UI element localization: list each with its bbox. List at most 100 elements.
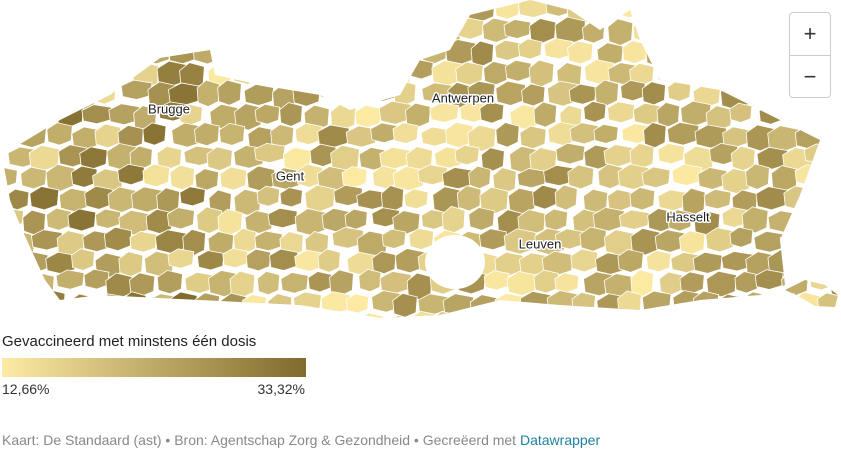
- municipality: [705, 227, 735, 253]
- municipality: [480, 147, 505, 172]
- municipality: [456, 311, 484, 318]
- municipality: [721, 0, 750, 28]
- municipality: [21, 290, 45, 316]
- municipality: [792, 291, 821, 318]
- municipality: [517, 0, 549, 18]
- municipality: [707, 63, 732, 89]
- municipality: [508, 314, 536, 318]
- municipality: [31, 102, 61, 124]
- municipality: [2, 293, 18, 316]
- municipality: [818, 121, 838, 143]
- municipality: [379, 270, 412, 294]
- zoom-out[interactable]: −: [790, 55, 830, 98]
- municipality: [808, 312, 838, 318]
- municipality: [217, 79, 242, 106]
- municipality: [156, 269, 183, 295]
- municipality: [358, 268, 382, 293]
- municipality: [533, 101, 558, 128]
- municipality: [293, 291, 322, 313]
- municipality: [283, 20, 309, 45]
- municipality: [468, 165, 492, 190]
- municipality: [2, 125, 22, 147]
- municipality: [304, 184, 336, 213]
- municipality: [607, 18, 634, 46]
- municipality: [357, 18, 381, 40]
- municipality: [307, 271, 333, 293]
- municipality: [729, 226, 754, 248]
- municipality: [120, 0, 146, 25]
- municipality: [194, 168, 219, 191]
- municipality: [17, 0, 46, 24]
- municipality: [583, 100, 607, 123]
- municipality: [454, 144, 480, 166]
- municipality: [507, 187, 537, 214]
- municipality: [17, 124, 47, 148]
- municipality: [94, 208, 122, 229]
- municipality: [31, 272, 55, 296]
- municipality: [292, 82, 321, 107]
- municipality: [233, 310, 264, 318]
- municipality: [270, 124, 295, 148]
- municipality: [232, 60, 264, 85]
- municipality: [829, 62, 838, 83]
- municipality: [293, 0, 325, 28]
- municipality: [359, 312, 384, 318]
- municipality: [784, 102, 817, 123]
- municipality: [254, 60, 284, 86]
- municipality: [618, 209, 650, 230]
- municipality: [807, 103, 838, 126]
- zoom-in[interactable]: +: [803, 21, 817, 46]
- legend-min: 12,66%: [2, 381, 50, 397]
- municipality: [734, 271, 759, 294]
- municipality: [129, 230, 158, 253]
- municipality: [582, 21, 606, 44]
- municipality: [832, 314, 838, 318]
- municipality: [632, 20, 656, 42]
- municipality: [95, 293, 127, 316]
- municipality: [656, 313, 683, 318]
- municipality: [72, 41, 104, 65]
- municipality: [731, 19, 764, 45]
- municipality: [45, 207, 72, 231]
- municipality: [593, 123, 619, 144]
- municipality: [219, 166, 248, 191]
- municipality: [503, 228, 537, 255]
- municipality: [554, 272, 580, 293]
- municipality: [309, 19, 336, 43]
- municipality: [679, 18, 703, 40]
- municipality: [256, 185, 280, 207]
- municipality: [680, 59, 708, 85]
- municipality: [809, 270, 834, 291]
- municipality: [56, 101, 85, 128]
- municipality: [29, 186, 60, 211]
- municipality: [120, 79, 153, 100]
- municipality: [5, 315, 32, 318]
- municipality: [196, 250, 225, 271]
- municipality: [2, 250, 19, 278]
- municipality: [645, 40, 671, 68]
- municipality: [821, 207, 838, 232]
- municipality: [154, 20, 186, 41]
- credit: Kaart: De Standaard (ast) • Bron: Agents…: [2, 432, 520, 448]
- municipality: [29, 20, 56, 48]
- municipality: [344, 208, 368, 230]
- municipality: [222, 248, 249, 269]
- municipality: [794, 125, 825, 150]
- municipality: [693, 41, 725, 68]
- municipality: [653, 17, 682, 42]
- municipality: [744, 0, 777, 21]
- municipality: [216, 38, 243, 67]
- municipality: [109, 58, 141, 80]
- municipality: [297, 39, 329, 65]
- municipality: [742, 291, 769, 314]
- municipality: [479, 310, 510, 318]
- municipality: [717, 293, 742, 316]
- municipality: [45, 251, 77, 275]
- municipality: [347, 83, 371, 108]
- municipality: [429, 102, 460, 123]
- municipality: [383, 21, 411, 48]
- link[interactable]: Datawrapper: [519, 432, 601, 448]
- municipality: [29, 315, 61, 318]
- municipality: [607, 189, 633, 212]
- municipality: [757, 314, 786, 318]
